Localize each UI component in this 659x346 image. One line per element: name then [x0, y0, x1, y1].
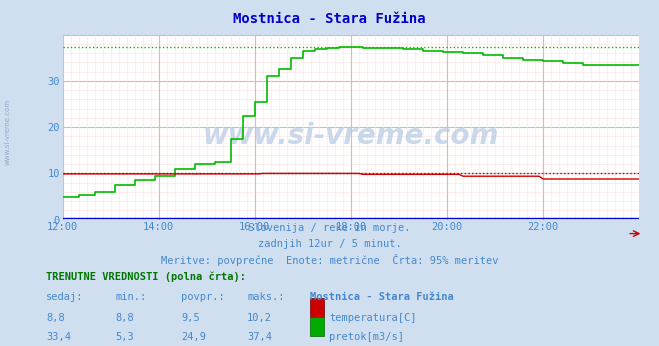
Text: Mostnica - Stara Fužina: Mostnica - Stara Fužina [310, 292, 453, 302]
Text: 33,4: 33,4 [46, 332, 71, 342]
Text: sedaj:: sedaj: [46, 292, 84, 302]
Text: pretok[m3/s]: pretok[m3/s] [330, 332, 405, 342]
Text: 10,2: 10,2 [247, 313, 272, 323]
Text: www.si-vreme.com: www.si-vreme.com [5, 98, 11, 165]
Text: 9,5: 9,5 [181, 313, 200, 323]
Text: TRENUTNE VREDNOSTI (polna črta):: TRENUTNE VREDNOSTI (polna črta): [46, 272, 246, 282]
Text: povpr.:: povpr.: [181, 292, 225, 302]
Text: 37,4: 37,4 [247, 332, 272, 342]
Text: zadnjih 12ur / 5 minut.: zadnjih 12ur / 5 minut. [258, 239, 401, 249]
Text: 24,9: 24,9 [181, 332, 206, 342]
Text: min.:: min.: [115, 292, 146, 302]
Text: maks.:: maks.: [247, 292, 285, 302]
Text: Slovenija / reke in morje.: Slovenija / reke in morje. [248, 223, 411, 233]
Text: www.si-vreme.com: www.si-vreme.com [203, 122, 499, 151]
Text: 8,8: 8,8 [115, 313, 134, 323]
Text: 5,3: 5,3 [115, 332, 134, 342]
Text: Mostnica - Stara Fužina: Mostnica - Stara Fužina [233, 12, 426, 26]
Text: temperatura[C]: temperatura[C] [330, 313, 417, 323]
Text: 8,8: 8,8 [46, 313, 65, 323]
Text: Meritve: povprečne  Enote: metrične  Črta: 95% meritev: Meritve: povprečne Enote: metrične Črta:… [161, 254, 498, 266]
